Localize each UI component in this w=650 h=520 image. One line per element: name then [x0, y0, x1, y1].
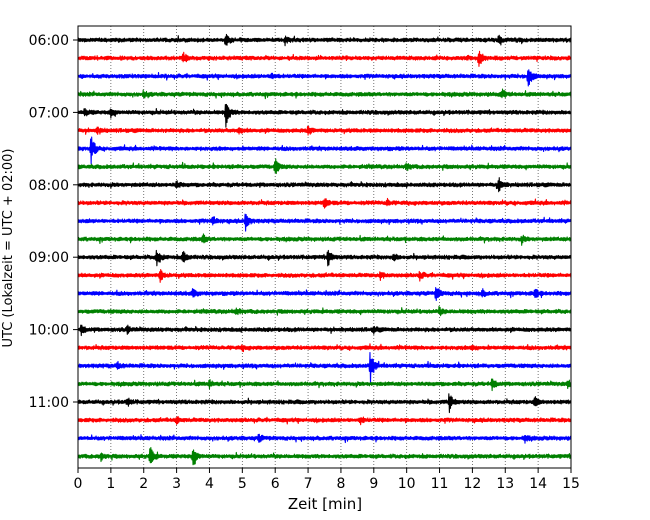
trace-0900: [77, 249, 572, 267]
x-tick-label: 6: [271, 476, 280, 492]
x-tick-label: 13: [496, 476, 514, 492]
trace-1130: [77, 433, 572, 444]
x-tick-label: 7: [304, 476, 313, 492]
trace-0700: [77, 103, 572, 128]
trace-0615: [77, 50, 572, 67]
trace-0845: [77, 233, 572, 246]
trace-0800: [77, 177, 572, 193]
x-tick-label: 10: [398, 476, 416, 492]
y-tick-label: 09:00: [29, 250, 69, 266]
trace-0915: [77, 268, 572, 283]
x-tick-label: 2: [139, 476, 148, 492]
y-tick-label: 08:00: [29, 178, 69, 194]
trace-0815: [77, 197, 572, 209]
x-tick-label: 11: [431, 476, 449, 492]
trace-0945: [77, 305, 572, 317]
y-axis-label: UTC (Lokalzeit = UTC + 02:00): [1, 149, 16, 348]
x-tick-label: 8: [336, 476, 345, 492]
x-axis-label: Zeit [min]: [288, 495, 362, 513]
x-tick-label: 14: [529, 476, 547, 492]
y-tick-label: 11:00: [29, 395, 69, 411]
x-tick-label: 12: [463, 476, 481, 492]
y-tick-label: 10:00: [29, 323, 69, 339]
trace-0600: [77, 33, 572, 47]
plot-area: 0 1 2 3 4 5 6 7 8 9 10 11 12 13 14 1506:0007:0008:0009:…: [29, 25, 580, 492]
x-tick-label: 0: [74, 476, 83, 492]
trace-1045: [77, 378, 572, 392]
x-tick-label: 3: [172, 476, 181, 492]
x-tick-label: 1: [106, 476, 115, 492]
trace-1115: [77, 416, 572, 426]
x-tick-label: 15: [562, 476, 580, 492]
y-tick-label: 06:00: [29, 33, 69, 49]
trace-0745: [77, 158, 572, 175]
trace-0730: [77, 136, 572, 165]
trace-1145: [77, 447, 572, 466]
axes-frame: [77, 25, 572, 469]
trace-1100: [77, 393, 572, 414]
trace-0930: [77, 287, 572, 302]
x-tick-label: 4: [205, 476, 214, 492]
trace-0830: [77, 213, 572, 232]
x-tick-label: 5: [238, 476, 247, 492]
x-tick-label: 9: [369, 476, 378, 492]
trace-0630: [77, 69, 572, 87]
trace-0715: [77, 125, 572, 136]
y-tick-label: 07:00: [29, 105, 69, 121]
trace-0645: [77, 88, 572, 100]
trace-1000: [77, 324, 572, 337]
trace-1030: [77, 351, 572, 384]
trace-1015: [77, 343, 572, 353]
